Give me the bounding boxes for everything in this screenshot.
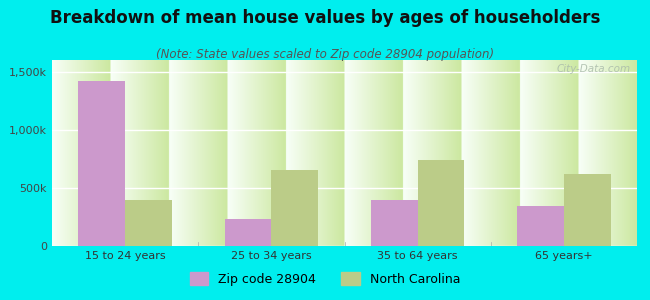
Bar <box>272 170 318 246</box>
Bar <box>78 81 125 246</box>
Bar <box>564 174 610 246</box>
Bar <box>225 219 272 246</box>
Text: Breakdown of mean house values by ages of householders: Breakdown of mean house values by ages o… <box>50 9 600 27</box>
Text: City-Data.com: City-Data.com <box>557 64 631 74</box>
Bar <box>417 160 464 246</box>
Legend: Zip code 28904, North Carolina: Zip code 28904, North Carolina <box>185 267 465 291</box>
Text: (Note: State values scaled to Zip code 28904 population): (Note: State values scaled to Zip code 2… <box>156 48 494 61</box>
Bar <box>517 206 564 246</box>
Bar <box>371 200 417 246</box>
Bar <box>125 200 172 246</box>
